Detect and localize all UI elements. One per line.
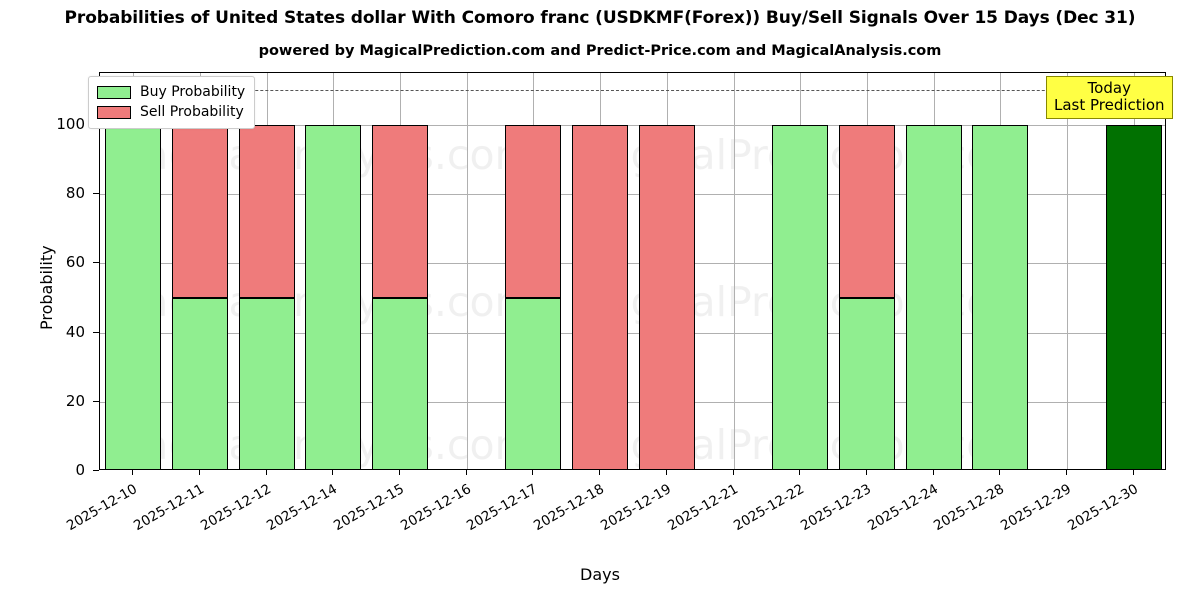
x-axis-tick — [466, 470, 467, 475]
chart-legend: Buy Probability Sell Probability — [88, 76, 256, 129]
legend-item-sell: Sell Probability — [97, 102, 245, 122]
chart-subtitle: powered by MagicalPrediction.com and Pre… — [258, 43, 942, 59]
x-axis-tick — [999, 470, 1000, 475]
x-axis-tick — [666, 470, 667, 475]
bar-segment-buy — [372, 297, 429, 469]
legend-label-sell: Sell Probability — [140, 104, 244, 120]
bar-segment-buy — [505, 297, 562, 469]
bar-segment-buy — [105, 124, 162, 469]
gridline-horizontal — [100, 124, 1165, 126]
y-axis-tick — [93, 400, 99, 402]
y-axis-tick-label: 40 — [65, 322, 85, 341]
gridline-vertical — [467, 73, 468, 469]
bar-segment-today — [1105, 124, 1162, 469]
gridline-vertical — [734, 73, 735, 469]
bar-segment-sell — [838, 124, 895, 298]
today-annotation: Today Last Prediction — [1046, 76, 1173, 119]
x-axis-tick — [266, 470, 267, 475]
chart-title: Probabilities of United States dollar Wi… — [64, 8, 1136, 28]
reference-dashed-line — [100, 90, 1165, 92]
gridline-horizontal — [100, 401, 1165, 403]
x-axis-tick — [599, 470, 600, 475]
bar-segment-sell — [172, 124, 229, 298]
bar-segment-buy — [172, 297, 229, 469]
y-axis-tick-label: 20 — [65, 391, 85, 410]
x-axis-tick — [332, 470, 333, 475]
bar-segment-sell — [638, 124, 695, 469]
bar-segment-sell — [372, 124, 429, 298]
legend-label-buy: Buy Probability — [140, 84, 246, 100]
y-axis-tick — [93, 262, 99, 264]
x-axis-tick — [799, 470, 800, 475]
gridline-horizontal — [100, 332, 1165, 334]
x-axis-tick — [532, 470, 533, 475]
bar-segment-buy — [972, 124, 1029, 469]
gridline-horizontal — [100, 263, 1165, 265]
x-axis-tick — [199, 470, 200, 475]
plot-area: MagicalAnalysis.comMagicalPrediction.com… — [99, 72, 1166, 470]
today-annotation-line2: Last Prediction — [1054, 95, 1165, 114]
y-axis-tick-label: 100 — [56, 114, 85, 133]
x-axis-tick — [733, 470, 734, 475]
y-axis-tick-label: 60 — [65, 253, 85, 272]
bar-segment-buy — [905, 124, 962, 469]
bar-segment-sell — [238, 124, 295, 298]
legend-item-buy: Buy Probability — [97, 82, 245, 102]
x-axis-tick — [933, 470, 934, 475]
x-axis-tick — [399, 470, 400, 475]
y-axis-tick-label: 80 — [65, 184, 85, 203]
y-axis-tick — [93, 470, 99, 471]
x-axis-label: Days — [580, 565, 620, 584]
bar-segment-sell — [505, 124, 562, 298]
legend-swatch-buy — [97, 85, 131, 99]
x-axis-tick — [1066, 470, 1067, 475]
bar-segment-buy — [305, 124, 362, 469]
y-axis-label: Probability — [37, 245, 56, 330]
today-annotation-line1: Today — [1087, 79, 1131, 97]
x-axis-tick — [132, 470, 133, 475]
y-axis-tick — [93, 193, 99, 195]
bar-segment-buy — [772, 124, 829, 469]
legend-swatch-sell — [97, 105, 131, 119]
x-axis-tick — [866, 470, 867, 475]
gridline-horizontal — [100, 194, 1165, 196]
x-axis-tick — [1133, 470, 1134, 475]
bar-segment-buy — [238, 297, 295, 469]
gridline-vertical — [1067, 73, 1068, 469]
y-axis-tick-label: 0 — [75, 461, 85, 479]
bar-segment-buy — [838, 297, 895, 469]
bar-segment-sell — [572, 124, 629, 469]
y-axis-tick — [93, 331, 99, 333]
